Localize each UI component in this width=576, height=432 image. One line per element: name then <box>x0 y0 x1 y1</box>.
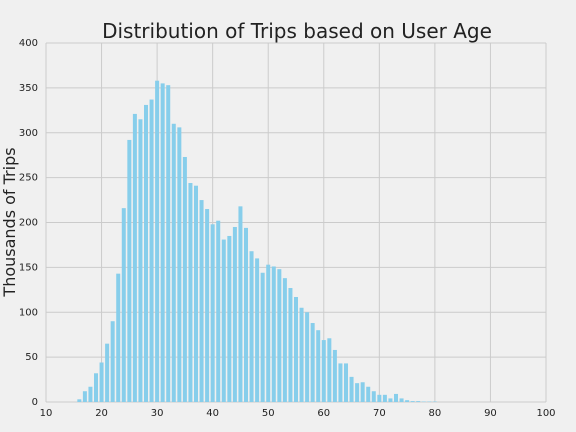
y-tick-label: 0 <box>32 397 38 408</box>
bar <box>288 288 293 402</box>
x-tick-label: 80 <box>429 408 442 419</box>
bar <box>105 343 110 402</box>
bar <box>305 312 310 402</box>
bar <box>194 185 198 402</box>
bar <box>216 220 221 402</box>
bar <box>99 362 104 402</box>
bar <box>394 393 398 402</box>
bar <box>138 119 143 402</box>
y-tick-label: 100 <box>19 307 38 318</box>
bar <box>410 401 415 402</box>
bar <box>399 398 404 402</box>
bar <box>210 224 215 402</box>
x-tick-label: 90 <box>484 408 497 419</box>
bar <box>182 156 187 402</box>
bar <box>338 363 343 402</box>
bar <box>82 391 87 402</box>
bar <box>282 278 287 402</box>
bar <box>160 83 165 402</box>
bar <box>416 401 421 402</box>
bar <box>377 394 382 402</box>
bar <box>366 386 371 402</box>
bar <box>349 376 354 402</box>
x-tick-label: 70 <box>373 408 386 419</box>
bar <box>121 208 126 402</box>
bars <box>77 80 437 403</box>
bar <box>177 127 182 403</box>
bar <box>116 273 121 402</box>
y-tick-label: 200 <box>19 218 38 229</box>
y-tick-label: 50 <box>25 352 38 363</box>
y-tick-label: 250 <box>19 173 38 184</box>
bar <box>188 183 193 402</box>
bar <box>355 383 360 402</box>
bar <box>344 363 348 402</box>
bar <box>166 85 171 403</box>
bar <box>94 373 98 402</box>
bar <box>149 99 154 402</box>
x-tick-label: 50 <box>262 408 275 419</box>
bar <box>266 264 271 402</box>
bar <box>232 226 237 402</box>
bar <box>310 323 315 402</box>
bar <box>227 235 232 402</box>
bar <box>221 239 226 402</box>
bar <box>249 251 254 402</box>
bar <box>405 400 410 402</box>
chart-title: Distribution of Trips based on User Age <box>102 19 492 43</box>
y-tick-label: 150 <box>19 262 38 273</box>
x-tick-label: 60 <box>317 408 330 419</box>
bar <box>316 330 321 402</box>
bar <box>294 296 298 402</box>
bar <box>388 398 393 402</box>
bar <box>110 321 115 402</box>
bar <box>77 399 82 402</box>
x-tick-label: 100 <box>536 408 555 419</box>
bar <box>132 113 137 402</box>
bar <box>244 227 248 402</box>
bar <box>88 386 93 402</box>
bar <box>382 394 387 402</box>
bar <box>171 123 176 403</box>
bar <box>260 272 265 402</box>
x-tick-label: 30 <box>151 408 164 419</box>
bar <box>371 391 376 402</box>
tick-labels: 10 20 30 40 50 60 70 80 90 100 0 50 100 150 200 250 300 3… <box>19 38 556 419</box>
y-tick-label: 300 <box>19 128 38 139</box>
bar <box>144 104 148 403</box>
x-tick-label: 10 <box>40 408 53 419</box>
y-tick-label: 350 <box>19 83 38 94</box>
y-tick-label: 400 <box>19 38 38 49</box>
bar <box>205 209 210 402</box>
x-tick-label: 20 <box>95 408 108 419</box>
bar <box>360 382 365 402</box>
bar <box>199 200 204 402</box>
bar <box>255 258 260 402</box>
bar <box>127 139 132 402</box>
bar <box>271 266 276 402</box>
bar <box>321 340 326 402</box>
bar <box>277 269 282 402</box>
x-tick-label: 40 <box>206 408 219 419</box>
bar <box>155 80 160 402</box>
y-axis-label: Thousands of Trips <box>0 147 19 297</box>
bar <box>238 206 243 402</box>
bar <box>332 349 337 402</box>
bar <box>327 338 332 402</box>
bar <box>299 307 304 402</box>
